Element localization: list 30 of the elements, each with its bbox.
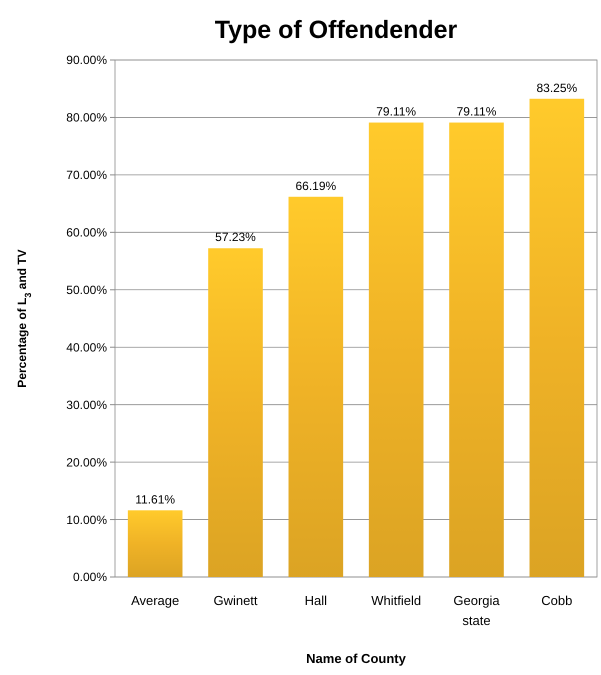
bar [368,122,424,577]
y-tick-label: 40.00% [66,340,108,354]
x-tick-label: Cobb [541,593,572,608]
y-tick-label: 90.00% [66,53,108,68]
y-tick-label: 20.00% [66,455,108,470]
y-tick-label: 80.00% [66,110,108,125]
y-tick-label: 10.00% [66,512,108,527]
y-tick-label: 30.00% [66,398,108,412]
data-label: 79.11% [376,104,416,119]
data-label: 83.25% [536,80,578,95]
x-tick-label: Whitfield [371,593,422,608]
y-tick-label: 50.00% [66,282,108,297]
x-axis-title: Name of County [306,651,407,666]
y-tick-label: 70.00% [66,168,108,182]
data-label: 11.61% [135,492,176,506]
bar [449,122,504,577]
y-tick-label: 60.00% [66,226,108,240]
y-tick-label: 0.00% [72,570,108,584]
x-tick-label: Gwinett [213,593,258,608]
x-tick-label: Hall [304,593,328,608]
bar [128,510,182,577]
data-label: 79.11% [456,104,497,119]
chart-title: Type of Offendender [214,16,458,44]
bar [530,98,584,577]
data-label: 57.23% [215,230,256,244]
x-tick-label: Average [131,593,180,608]
data-label: 66.19% [295,178,337,193]
bar [288,196,344,577]
bar [208,248,263,577]
x-tick-label: Georgia state [453,593,500,628]
